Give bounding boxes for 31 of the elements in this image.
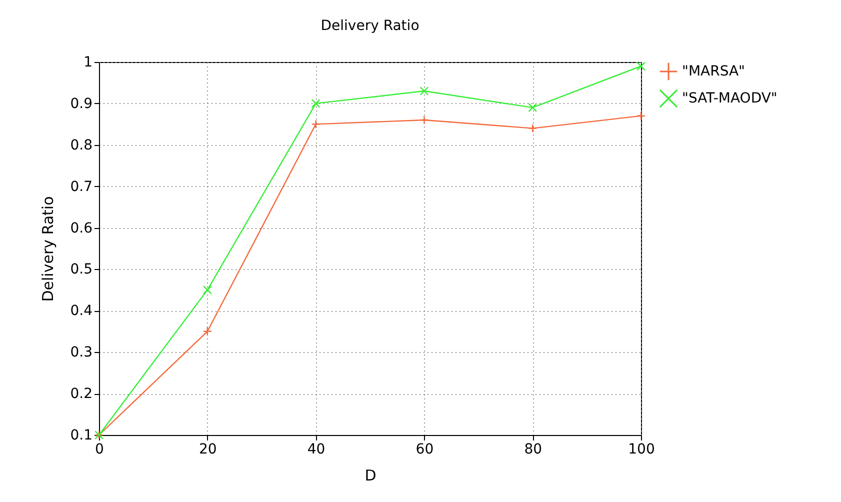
y-tick-label: 0.6	[70, 220, 93, 236]
x-tick-label: 20	[198, 442, 217, 458]
point	[636, 62, 646, 71]
point	[311, 98, 320, 108]
point	[420, 116, 429, 124]
legend-label: "MARSA"	[682, 64, 745, 80]
point	[528, 124, 538, 133]
point	[202, 326, 212, 336]
y-tick-label: 0.3	[70, 344, 92, 361]
x-tick-label: 60	[416, 442, 434, 458]
y-tick-label: 1	[84, 54, 92, 70]
x-tick-label: 80	[524, 442, 542, 458]
x-tick-label: 40	[307, 442, 326, 458]
chart-title: Delivery Ratio	[320, 18, 420, 34]
point	[636, 111, 646, 120]
y-tick-label: 0.1	[70, 428, 92, 444]
point	[311, 120, 320, 129]
y-tick-label: 0.5	[70, 262, 92, 278]
x-tick-label: 0	[95, 442, 104, 458]
x-axis-title: D	[364, 466, 376, 484]
y-axis-title: Delivery Ratio	[39, 196, 58, 302]
y-tick-label: 0.7	[70, 178, 92, 195]
point	[420, 86, 429, 96]
point	[202, 285, 212, 294]
y-tick-label: 0.9	[70, 96, 92, 112]
point	[528, 103, 538, 112]
legend-label: "SAT-MAODV"	[682, 90, 778, 106]
y-tick-label: 0.4	[70, 303, 93, 320]
y-tick-label: 0.8	[70, 137, 92, 154]
y-tick-label: 0.2	[70, 386, 92, 402]
x-tick-label: 100	[628, 442, 655, 458]
